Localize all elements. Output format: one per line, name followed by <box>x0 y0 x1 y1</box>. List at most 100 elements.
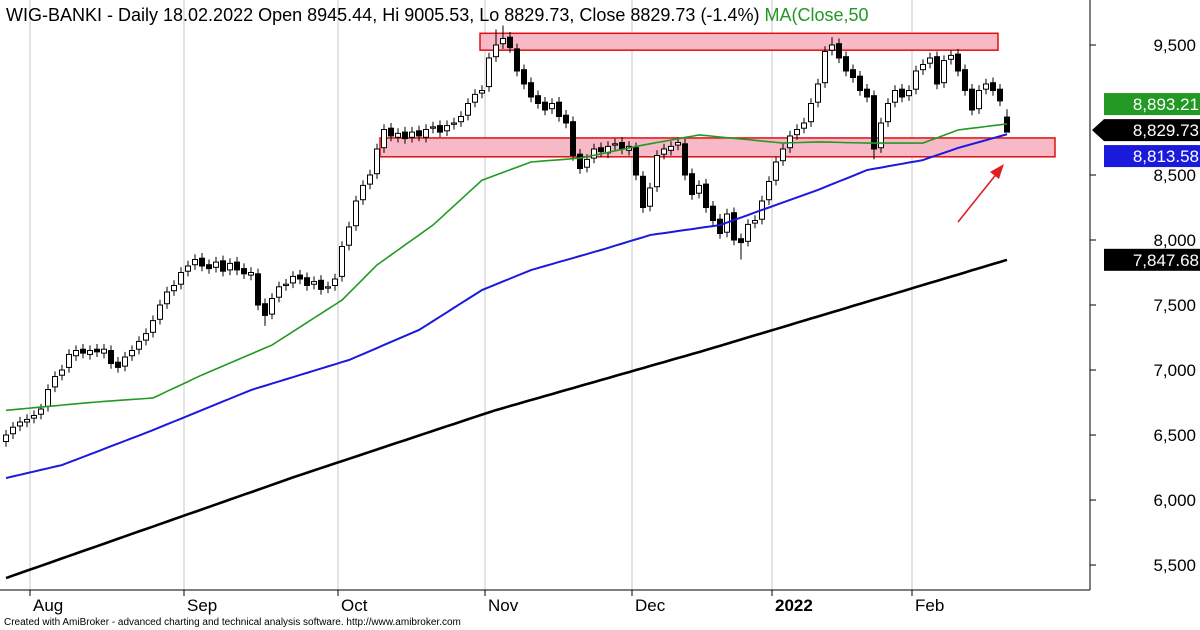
candle-body <box>486 57 492 88</box>
candle-body <box>640 175 646 209</box>
candle-body <box>682 143 688 176</box>
footer: Created with AmiBroker - advanced charti… <box>4 617 461 628</box>
candle-body <box>136 340 142 350</box>
x-tick-label: Sep <box>187 596 217 615</box>
candle-body <box>661 148 667 155</box>
ma-box <box>1104 145 1200 168</box>
candle-body <box>192 259 198 266</box>
candle-body <box>843 56 849 72</box>
candle-body <box>962 69 968 91</box>
candle-body <box>976 89 982 110</box>
candle-body <box>577 153 583 169</box>
candle-body <box>675 141 681 146</box>
candle-body <box>836 43 842 59</box>
candle-body <box>941 60 947 84</box>
x-tick-label: 2022 <box>775 596 813 615</box>
candle-body <box>199 257 205 267</box>
x-tick-label: Aug <box>33 596 63 615</box>
candle-body <box>360 184 366 201</box>
y-tick-label: 9,500 <box>1153 36 1196 55</box>
x-tick-label: Nov <box>488 596 519 615</box>
candle-body <box>780 148 786 162</box>
candle-body <box>122 356 128 367</box>
candle-body <box>766 180 772 201</box>
candle-body <box>227 262 233 271</box>
x-tick-label: Oct <box>341 596 368 615</box>
candle-body <box>220 260 226 272</box>
candle-body <box>906 89 912 97</box>
close-box <box>1092 119 1200 142</box>
candle-body <box>514 48 520 72</box>
candle-body <box>829 44 835 51</box>
candle-body <box>850 69 856 78</box>
candle-body <box>353 200 359 227</box>
candle-body <box>430 126 436 129</box>
candle-body <box>108 350 114 365</box>
candle-body <box>647 187 653 207</box>
candle-body <box>248 272 254 276</box>
candle-body <box>290 275 296 284</box>
candle-body <box>304 277 310 287</box>
ma-line <box>5 123 1008 412</box>
x-tick-label: Dec <box>635 596 666 615</box>
candle-body <box>332 278 338 287</box>
candle-body <box>283 283 289 287</box>
candle-body <box>745 223 751 242</box>
zone <box>479 32 999 51</box>
candle-body <box>997 88 1003 102</box>
candle-body <box>374 148 380 175</box>
candle-body <box>542 101 548 111</box>
candle-body <box>80 348 86 354</box>
candle-body <box>213 261 219 268</box>
candle-body <box>416 130 422 137</box>
candle-body <box>311 281 317 285</box>
box-label: 8,813.58 <box>1133 147 1199 166</box>
candle-body <box>619 141 625 150</box>
candle-body <box>52 376 58 388</box>
y-tick-label: 6,000 <box>1153 491 1196 510</box>
candle-body <box>17 421 23 427</box>
candle-body <box>325 286 331 289</box>
box-label: 8,829.73 <box>1133 121 1199 140</box>
candle-body <box>262 303 268 316</box>
candle-body <box>38 408 44 415</box>
candle-body <box>493 44 499 58</box>
candle-body <box>234 261 240 271</box>
candles <box>3 25 1010 447</box>
title-text: WIG-BANKI - Daily 18.02.2022 Open 8945.4… <box>6 5 764 25</box>
candle-body <box>913 70 919 90</box>
ma-box <box>1104 248 1200 271</box>
candle-body <box>346 226 352 246</box>
candle-body <box>948 54 954 60</box>
candle-body <box>815 83 821 103</box>
ma-line <box>5 258 1008 580</box>
candle-body <box>150 320 156 333</box>
candle-body <box>45 389 51 407</box>
zone <box>379 137 1056 158</box>
candle-body <box>479 89 485 94</box>
candle-body <box>549 102 555 110</box>
candle-body <box>612 143 618 146</box>
candle-body <box>857 75 863 91</box>
candle-body <box>381 128 387 149</box>
ma-line <box>5 133 1008 480</box>
candle-body <box>472 93 478 103</box>
candle-body <box>703 183 709 209</box>
candle-body <box>752 220 758 224</box>
candle-body <box>255 273 261 306</box>
y-tick-label: 6,500 <box>1153 426 1196 445</box>
y-tick-label: 5,500 <box>1153 556 1196 575</box>
candle-body <box>990 82 996 91</box>
candle-body <box>66 353 72 368</box>
box-label: 8,893.21 <box>1133 95 1199 114</box>
x-tick-label: Feb <box>915 596 944 615</box>
title-ma: MA(Close,50 <box>764 5 868 25</box>
month-separators <box>29 0 913 590</box>
candle-body <box>206 264 212 270</box>
y-tick-label: 7,000 <box>1153 361 1196 380</box>
candle-body <box>402 131 408 140</box>
ma-box <box>1104 93 1200 116</box>
candle-body <box>465 102 471 116</box>
candle-body <box>318 279 324 290</box>
